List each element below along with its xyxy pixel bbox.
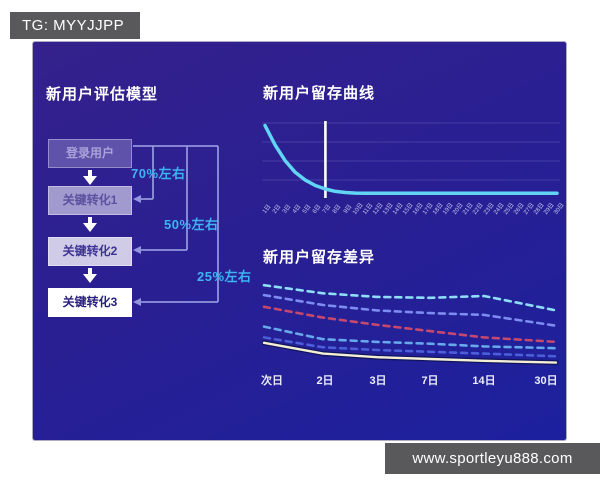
down-arrow-icon [82,268,98,283]
down-arrow-icon [82,170,98,185]
retention-diff-chart [262,283,559,366]
dashboard-panel: 新用户评估模型 登录用户 关键转化1 关键转化2 关键转化3 70%左右 50%… [33,42,566,440]
funnel-title: 新用户评估模型 [46,86,159,103]
funnel-step-conversion-1: 关键转化1 [48,186,132,215]
x-tick-label: 次日 [261,375,283,387]
conversion-rate-25: 25%左右 [197,269,252,284]
watermark-text: www.sportleyu888.com [412,450,573,467]
down-arrow-icon [82,217,98,232]
x-tick-label: 14日 [472,375,496,387]
funnel-step-login: 登录用户 [48,139,132,168]
watermark-bar: www.sportleyu888.com [385,443,600,474]
retention-curve-x-axis: 1日 2日 3日 4日 5日 6日 7日 8日 9日 10日 11日 12日 13日 14日 15日 16日 1… [262,201,566,218]
tg-contact-badge: TG: MYYJJPP [10,12,141,39]
conversion-rate-70: 70%左右 [131,166,186,181]
retention-curve-title: 新用户留存曲线 [263,85,376,102]
funnel-step-conversion-3: 关键转化3 [48,288,132,317]
funnel-step-conversion-2: 关键转化2 [48,237,132,266]
retention-diff-x-axis: 次日 2日 3日 7日 14日 30日 [261,372,564,387]
x-tick-label: 2日 [316,375,334,387]
retention-curve-chart [262,121,560,198]
conversion-rate-50: 50%左右 [164,217,219,232]
tg-contact-text: TG: MYYJJPP [22,17,125,34]
x-tick-label: 3日 [369,375,387,387]
x-tick-label: 7日 [421,375,439,387]
retention-diff-title: 新用户留存差异 [263,249,376,266]
x-tick-label: 30日 [534,375,558,387]
